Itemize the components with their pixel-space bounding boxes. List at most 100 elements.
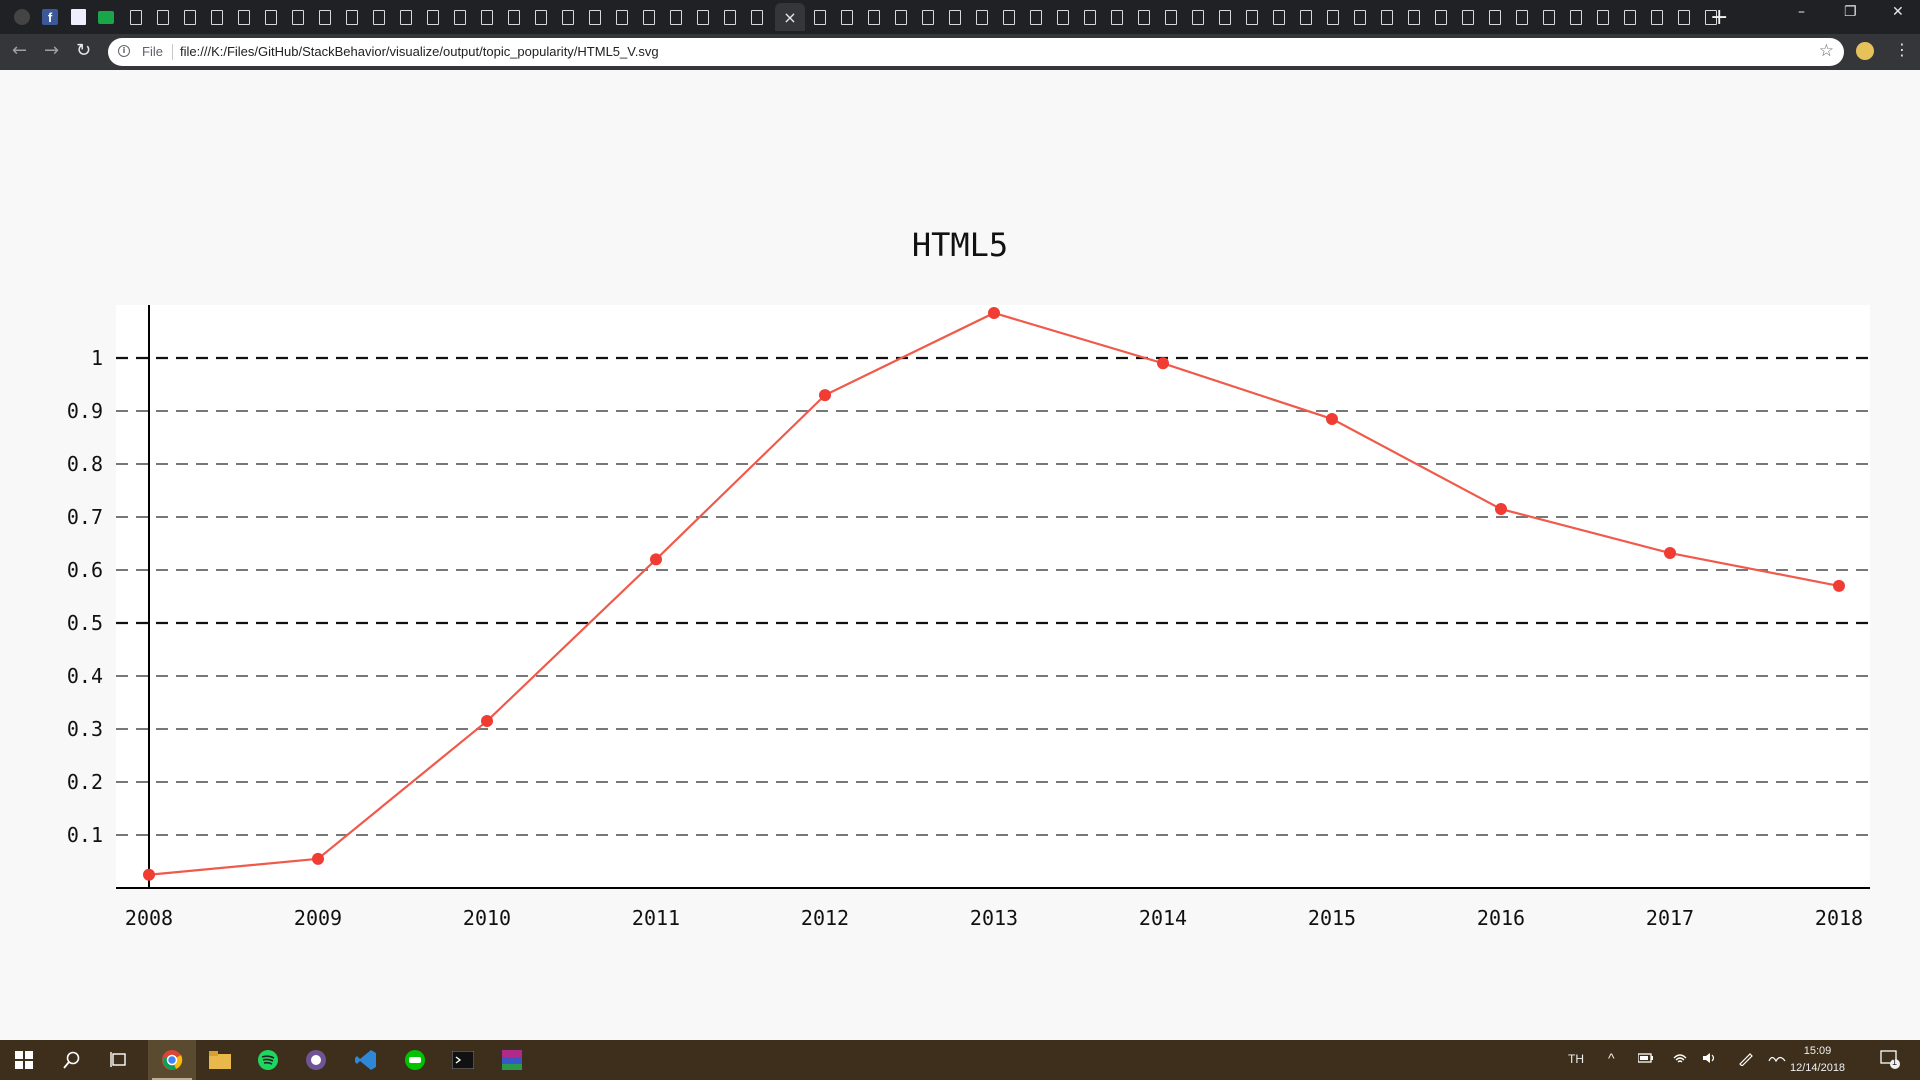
browser-tab[interactable] [1159, 3, 1183, 31]
browser-tab[interactable] [502, 3, 526, 31]
browser-tab[interactable] [1672, 3, 1696, 31]
pen-icon[interactable] [1738, 1052, 1754, 1069]
tab-active-html5-svg[interactable]: × [775, 3, 805, 31]
language-indicator[interactable]: TH [1568, 1052, 1584, 1066]
action-center-icon[interactable]: 1 [1880, 1049, 1900, 1072]
search-icon[interactable] [60, 1048, 84, 1072]
browser-tab[interactable] [1267, 3, 1291, 31]
browser-tab[interactable] [916, 3, 940, 31]
browser-tab[interactable] [718, 3, 742, 31]
tab-green-site[interactable] [94, 3, 118, 31]
new-tab-button[interactable]: + [1710, 5, 1729, 30]
browser-tab[interactable] [1024, 3, 1048, 31]
browser-tab[interactable] [691, 3, 715, 31]
profile-avatar[interactable] [1856, 42, 1874, 60]
reload-button[interactable]: ↻ [76, 40, 92, 61]
browser-tab[interactable] [1456, 3, 1480, 31]
address-bar[interactable]: i File file:///K:/Files/GitHub/StackBeha… [108, 38, 1844, 66]
tray-expand-icon[interactable]: ^ [1608, 1050, 1615, 1066]
browser-tab[interactable] [664, 3, 688, 31]
forward-button[interactable]: → [44, 40, 60, 61]
browser-tab[interactable] [637, 3, 661, 31]
battery-icon[interactable] [1637, 1052, 1654, 1066]
tab-close-icon[interactable]: × [783, 7, 797, 27]
browser-tab[interactable] [1294, 3, 1318, 31]
chrome-taskbar-icon[interactable] [148, 1040, 196, 1080]
browser-tab[interactable] [556, 3, 580, 31]
tab-facebook[interactable]: f [38, 3, 62, 31]
browser-tab[interactable] [1348, 3, 1372, 31]
browser-tab[interactable] [1537, 3, 1561, 31]
browser-tab[interactable] [1078, 3, 1102, 31]
volume-icon[interactable] [1702, 1052, 1718, 1067]
system-clock[interactable]: 15:09 12/14/2018 [1790, 1043, 1845, 1077]
browser-tab[interactable] [1132, 3, 1156, 31]
browser-tab[interactable] [745, 3, 769, 31]
browser-tab[interactable] [943, 3, 967, 31]
browser-tab[interactable] [475, 3, 499, 31]
browser-tab[interactable] [1429, 3, 1453, 31]
browser-tab[interactable] [862, 3, 886, 31]
vscode-icon[interactable] [354, 1048, 378, 1072]
browser-tab[interactable] [421, 3, 445, 31]
browser-tab[interactable] [1618, 3, 1642, 31]
close-window-button[interactable]: ✕ [1892, 4, 1904, 20]
terminal-icon[interactable] [451, 1048, 475, 1072]
browser-tab[interactable] [997, 3, 1021, 31]
task-view-icon[interactable] [107, 1048, 131, 1072]
browser-tab[interactable] [1483, 3, 1507, 31]
tab-docs[interactable] [66, 3, 90, 31]
browser-tab[interactable] [808, 3, 832, 31]
browser-tab[interactable] [1051, 3, 1075, 31]
browser-tab[interactable] [286, 3, 310, 31]
info-icon[interactable]: i [118, 45, 130, 57]
browser-tab[interactable] [610, 3, 634, 31]
browser-tab[interactable] [1186, 3, 1210, 31]
browser-tab[interactable] [1375, 3, 1399, 31]
y-tick-label: 0.8 [67, 452, 103, 476]
browser-tab[interactable] [970, 3, 994, 31]
browser-menu-icon[interactable]: ⋮ [1894, 40, 1910, 59]
line-messenger-icon[interactable] [403, 1048, 427, 1072]
document-icon [1327, 9, 1339, 25]
keyboard-layout-icon[interactable] [1768, 1052, 1786, 1067]
windows-start-icon[interactable] [12, 1048, 36, 1072]
browser-tab[interactable] [1105, 3, 1129, 31]
spotify-icon[interactable] [256, 1048, 280, 1072]
browser-tab[interactable] [259, 3, 283, 31]
browser-tab[interactable] [178, 3, 202, 31]
github-desktop-icon[interactable] [304, 1048, 328, 1072]
browser-tab[interactable] [124, 3, 148, 31]
browser-tab[interactable] [367, 3, 391, 31]
browser-tab[interactable] [529, 3, 553, 31]
browser-tab[interactable] [1321, 3, 1345, 31]
browser-tab[interactable] [1213, 3, 1237, 31]
bookmark-star-icon[interactable]: ☆ [1818, 41, 1834, 61]
restore-button[interactable]: ❐ [1844, 4, 1857, 20]
browser-tab[interactable] [448, 3, 472, 31]
browser-tab[interactable] [1645, 3, 1669, 31]
browser-tab[interactable] [583, 3, 607, 31]
browser-tab[interactable] [1699, 3, 1723, 31]
browser-tab[interactable] [1402, 3, 1426, 31]
url-text[interactable]: file:///K:/Files/GitHub/StackBehavior/vi… [180, 44, 659, 59]
browser-tab[interactable] [1591, 3, 1615, 31]
browser-tab[interactable] [394, 3, 418, 31]
browser-tab[interactable] [1564, 3, 1588, 31]
browser-tab[interactable] [313, 3, 337, 31]
browser-tab[interactable] [1240, 3, 1264, 31]
minimize-button[interactable]: – [1798, 4, 1805, 20]
file-explorer-icon[interactable] [208, 1048, 232, 1072]
browser-tab[interactable] [835, 3, 859, 31]
browser-tab[interactable] [889, 3, 913, 31]
winrar-icon[interactable] [500, 1048, 524, 1072]
wifi-icon[interactable] [1672, 1052, 1688, 1067]
back-button[interactable]: ← [12, 40, 28, 61]
browser-tab[interactable] [1510, 3, 1534, 31]
browser-tab[interactable] [232, 3, 256, 31]
document-icon [211, 9, 223, 25]
browser-tab[interactable] [340, 3, 364, 31]
browser-tab[interactable] [151, 3, 175, 31]
browser-tab[interactable] [205, 3, 229, 31]
tab-github[interactable] [10, 3, 34, 31]
